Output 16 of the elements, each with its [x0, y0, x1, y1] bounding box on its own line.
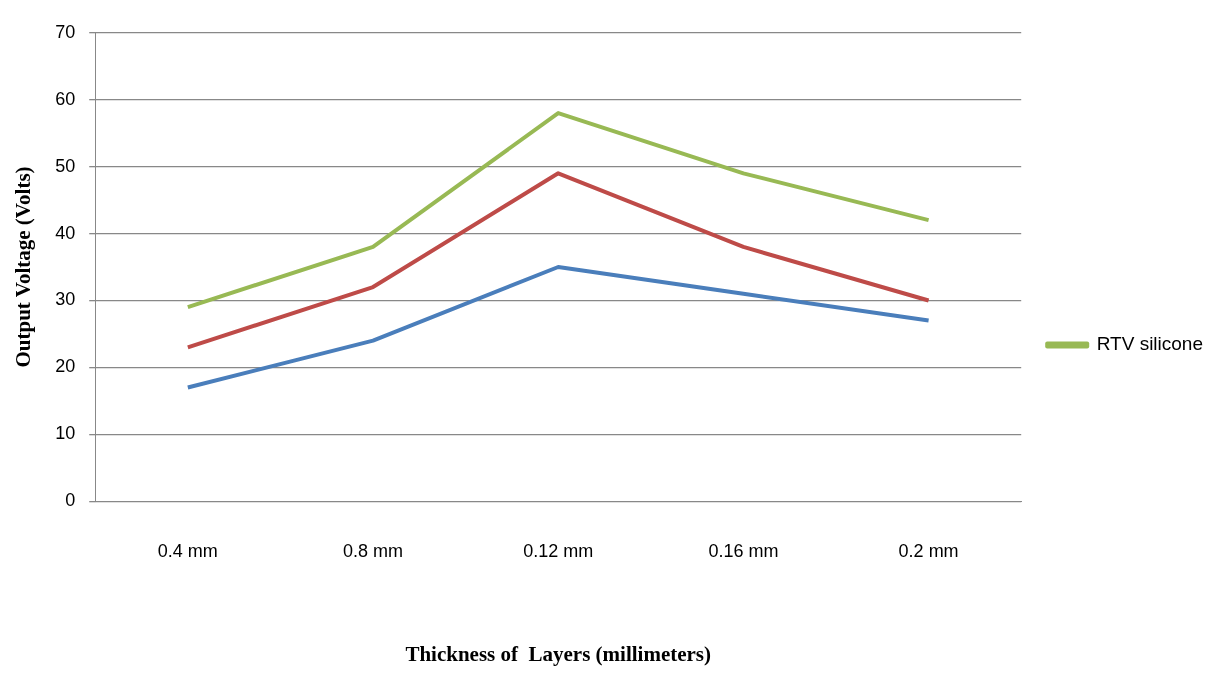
y-tick-label: 70: [55, 21, 76, 42]
y-axis-title: Output Voltage (Volts): [11, 166, 36, 368]
x-tick-label: 0.12 mm: [523, 540, 594, 561]
x-axis-title: Thickness of Layers (millimeters): [405, 641, 712, 666]
y-tick-label: 40: [55, 222, 76, 243]
y-tick-label: 60: [55, 88, 76, 109]
y-tick-label: 20: [55, 356, 76, 377]
x-tick-label: 0.4 mm: [157, 540, 218, 561]
x-tick-label: 0.8 mm: [343, 540, 404, 561]
y-tick-label: 30: [55, 289, 76, 310]
legend-label: RTV silicone: [1096, 333, 1204, 355]
y-tick-label: 10: [55, 423, 76, 444]
x-tick-label: 0.2 mm: [898, 540, 959, 561]
y-tick-label: 0: [65, 490, 76, 511]
y-tick-label: 50: [55, 155, 76, 176]
x-tick-label: 0.16 mm: [708, 540, 779, 561]
